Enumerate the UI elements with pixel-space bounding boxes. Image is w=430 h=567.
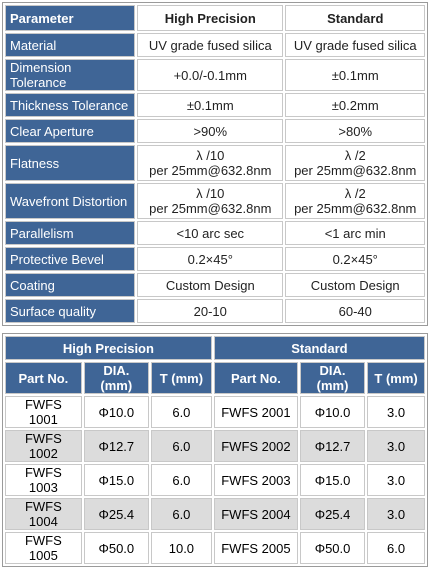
spec-standard-value: 0.2×45°: [285, 247, 425, 271]
standard-group-header: Standard: [213, 336, 425, 360]
spec-high-value: Custom Design: [137, 273, 284, 297]
high-precision-group-header: High Precision: [5, 336, 212, 360]
specification-table: Parameter High Precision Standard Materi…: [2, 2, 428, 326]
spec-standard-value: UV grade fused silica: [285, 33, 425, 57]
spec-value-line: per 25mm@632.8nm: [149, 163, 272, 178]
spec-label: Thickness Tolerance: [5, 93, 136, 117]
table-row: FWFS 1004 Φ25.4 6.0 FWFS 2004 Φ25.4 3.0: [5, 498, 425, 530]
thickness-cell: 3.0: [367, 498, 425, 530]
dia-cell: Φ50.0: [83, 532, 149, 564]
part-no-cell: FWFS 2002: [213, 430, 298, 462]
spec-label: Coating: [5, 273, 136, 297]
standard-header: Standard: [285, 5, 425, 31]
spec-label: Material: [5, 33, 136, 57]
spec-value-line: λ /2: [344, 148, 366, 163]
spec-row-parallelism: Parallelism <10 arc sec <1 arc min: [5, 221, 425, 245]
spec-value-line: λ /10: [196, 186, 225, 201]
spec-row-surface-quality: Surface quality 20-10 60-40: [5, 299, 425, 323]
spec-row-coating: Coating Custom Design Custom Design: [5, 273, 425, 297]
spec-row-clear-aperture: Clear Aperture >90% >80%: [5, 119, 425, 143]
thickness-cell: 6.0: [150, 464, 212, 496]
dia-cell: Φ25.4: [299, 498, 366, 530]
part-no-cell: FWFS 2005: [213, 532, 298, 564]
spec-standard-value: ±0.2mm: [285, 93, 425, 117]
dia-header: DIA.(mm): [299, 362, 366, 394]
spec-high-value: UV grade fused silica: [137, 33, 284, 57]
spec-high-value: >90%: [137, 119, 284, 143]
spec-value-line: λ /10: [196, 148, 225, 163]
dia-cell: Φ10.0: [83, 396, 149, 428]
spec-label: Protective Bevel: [5, 247, 136, 271]
part-no-cell: FWFS 1001: [5, 396, 82, 428]
part-no-header: Part No.: [213, 362, 298, 394]
dia-cell: Φ50.0: [299, 532, 366, 564]
table-row: FWFS 1005 Φ50.0 10.0 FWFS 2005 Φ50.0 6.0: [5, 532, 425, 564]
part-no-cell: FWFS 2001: [213, 396, 298, 428]
parameter-header: Parameter: [5, 5, 136, 31]
thickness-header: T (mm): [150, 362, 212, 394]
part-no-cell: FWFS 2004: [213, 498, 298, 530]
spec-row-dimension-tolerance: Dimension Tolerance +0.0/-0.1mm ±0.1mm: [5, 59, 425, 91]
dia-cell: Φ15.0: [83, 464, 149, 496]
spec-row-wavefront-distortion: Wavefront Distortion λ /10 per 25mm@632.8…: [5, 183, 425, 219]
table-row: FWFS 1003 Φ15.0 6.0 FWFS 2003 Φ15.0 3.0: [5, 464, 425, 496]
dia-header: DIA.(mm): [83, 362, 149, 394]
part-group-header-row: High Precision Standard: [5, 336, 425, 360]
spec-high-value: +0.0/-0.1mm: [137, 59, 284, 91]
thickness-cell: 6.0: [150, 498, 212, 530]
dia-cell: Φ10.0: [299, 396, 366, 428]
thickness-cell: 3.0: [367, 464, 425, 496]
thickness-cell: 6.0: [367, 532, 425, 564]
spec-standard-value: 60-40: [285, 299, 425, 323]
part-no-cell: FWFS 1005: [5, 532, 82, 564]
high-precision-header: High Precision: [137, 5, 284, 31]
spec-high-value: 20-10: [137, 299, 284, 323]
thickness-cell: 3.0: [367, 396, 425, 428]
dia-cell: Φ12.7: [83, 430, 149, 462]
part-number-table: High Precision Standard Part No. DIA.(mm…: [2, 333, 428, 567]
spec-label: Clear Aperture: [5, 119, 136, 143]
spec-value-line: per 25mm@632.8nm: [294, 201, 417, 216]
thickness-header: T (mm): [367, 362, 425, 394]
part-column-header-row: Part No. DIA.(mm) T (mm) Part No. DIA.(m…: [5, 362, 425, 394]
table-row: FWFS 1001 Φ10.0 6.0 FWFS 2001 Φ10.0 3.0: [5, 396, 425, 428]
spec-row-flatness: Flatness λ /10 per 25mm@632.8nm λ /2 per 2…: [5, 145, 425, 181]
dia-cell: Φ15.0: [299, 464, 366, 496]
spec-standard-value: λ /2 per 25mm@632.8nm: [285, 183, 425, 219]
spec-high-value: 0.2×45°: [137, 247, 284, 271]
spec-row-material: Material UV grade fused silica UV grade …: [5, 33, 425, 57]
part-no-cell: FWFS 1003: [5, 464, 82, 496]
spec-standard-value: Custom Design: [285, 273, 425, 297]
spec-standard-value: >80%: [285, 119, 425, 143]
spec-row-protective-bevel: Protective Bevel 0.2×45° 0.2×45°: [5, 247, 425, 271]
dia-cell: Φ25.4: [83, 498, 149, 530]
spec-value-line: λ /2: [344, 186, 366, 201]
part-no-cell: FWFS 2003: [213, 464, 298, 496]
spec-high-value: <10 arc sec: [137, 221, 284, 245]
spec-standard-value: ±0.1mm: [285, 59, 425, 91]
spec-label: Wavefront Distortion: [5, 183, 136, 219]
spec-label: Flatness: [5, 145, 136, 181]
spec-value-line: per 25mm@632.8nm: [149, 201, 272, 216]
spec-label: Parallelism: [5, 221, 136, 245]
thickness-cell: 10.0: [150, 532, 212, 564]
part-no-cell: FWFS 1004: [5, 498, 82, 530]
thickness-cell: 3.0: [367, 430, 425, 462]
dia-cell: Φ12.7: [299, 430, 366, 462]
spec-high-value: λ /10 per 25mm@632.8nm: [137, 145, 284, 181]
spec-row-thickness-tolerance: Thickness Tolerance ±0.1mm ±0.2mm: [5, 93, 425, 117]
table-row: FWFS 1002 Φ12.7 6.0 FWFS 2002 Φ12.7 3.0: [5, 430, 425, 462]
spec-header-row: Parameter High Precision Standard: [5, 5, 425, 31]
thickness-cell: 6.0: [150, 396, 212, 428]
spec-value-line: per 25mm@632.8nm: [294, 163, 417, 178]
part-no-header: Part No.: [5, 362, 82, 394]
spec-label: Dimension Tolerance: [5, 59, 136, 91]
spec-standard-value: <1 arc min: [285, 221, 425, 245]
spec-label: Surface quality: [5, 299, 136, 323]
thickness-cell: 6.0: [150, 430, 212, 462]
part-no-cell: FWFS 1002: [5, 430, 82, 462]
spec-high-value: ±0.1mm: [137, 93, 284, 117]
spec-high-value: λ /10 per 25mm@632.8nm: [137, 183, 284, 219]
spec-standard-value: λ /2 per 25mm@632.8nm: [285, 145, 425, 181]
